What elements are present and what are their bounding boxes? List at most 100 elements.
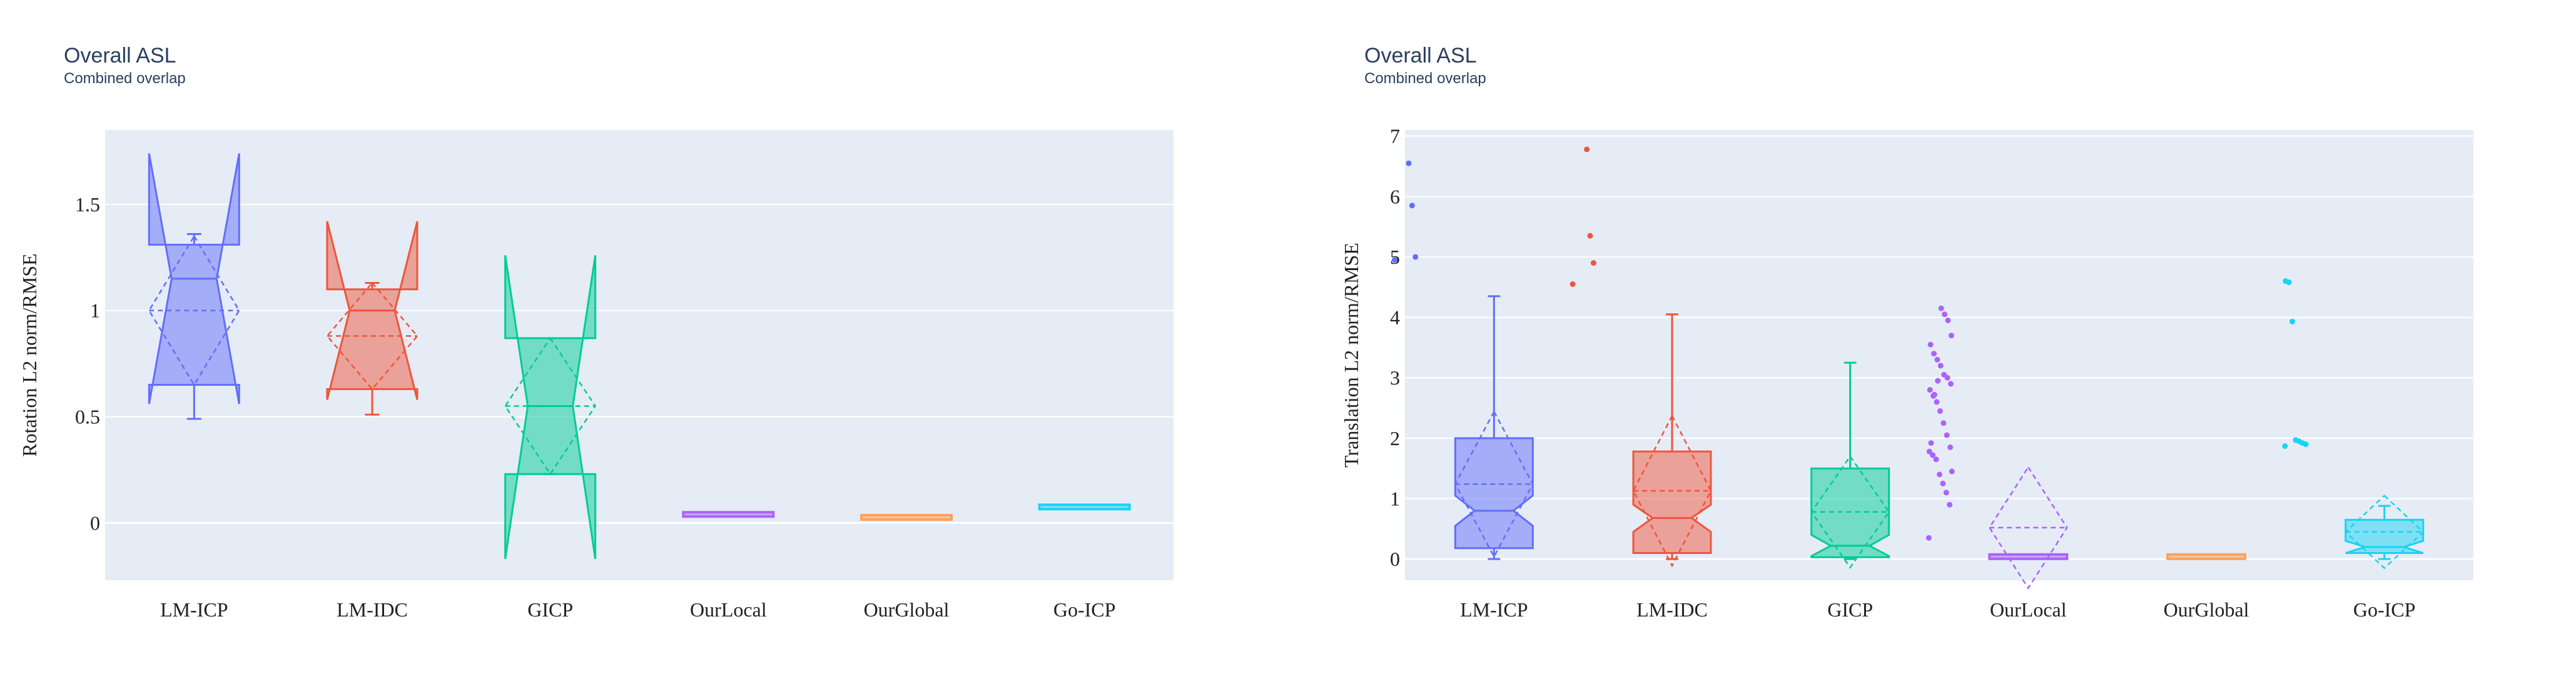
x-tick-label: Go-ICP: [1053, 598, 1116, 621]
outlier-point: [1937, 408, 1943, 414]
x-tick-label: LM-ICP: [160, 598, 228, 621]
sd-diamond: [504, 336, 597, 476]
outlier-point: [1937, 471, 1943, 478]
plot-area: [105, 130, 1174, 580]
outlier-point: [1942, 311, 1948, 318]
sd-diamond: [2344, 494, 2425, 570]
box-lm-idc: [326, 221, 418, 416]
outlier-point: [1941, 371, 1947, 378]
sd-diamond: [148, 234, 240, 386]
box-body: [1454, 437, 1534, 550]
y-tick-label: 1: [90, 299, 100, 322]
rotation-chart-panel: Overall ASL Combined overlap 0 0.5 1 1.5 Rot…: [18, 44, 1174, 621]
y-tick-label: 0: [90, 511, 100, 534]
x-tick-label: LM-IDC: [1636, 598, 1708, 621]
box-body: [682, 511, 775, 518]
outlier-point: [1391, 257, 1397, 263]
box-body: [2166, 553, 2246, 560]
box-body: [1988, 553, 2069, 560]
x-tick-label: LM-IDC: [337, 598, 408, 621]
y-tick-label: 7: [1390, 125, 1400, 148]
outlier-point: [1935, 378, 1941, 384]
y-tick-label: 2: [1390, 427, 1400, 450]
outlier-point: [1927, 341, 1934, 348]
outlier-point: [2289, 318, 2295, 324]
box-ourglobal: [2166, 553, 2246, 560]
x-tick-label: Go-ICP: [2353, 598, 2416, 621]
outlier-point: [1590, 260, 1596, 266]
x-tick-label: GICP: [527, 598, 573, 621]
y-tick-label: 3: [1390, 366, 1400, 389]
y-tick-label: 0: [1390, 548, 1400, 570]
y-axis-label: Translation L2 norm/RMSE: [1340, 243, 1362, 468]
sd-diamond: [1988, 465, 2068, 590]
box-body: [504, 255, 597, 560]
box-gicp: [1810, 361, 1890, 569]
outlier-point: [2283, 278, 2289, 284]
outlier-point: [1931, 391, 1937, 398]
box-lm-idc: [1569, 146, 1712, 568]
x-tick-label: LM-ICP: [1460, 598, 1528, 621]
box-body: [860, 513, 953, 521]
rotation-box-plot: 0 0.5 1 1.5 Rotation L2 norm/RMSE LM-ICP LM-ID…: [18, 130, 1174, 621]
chart-title: Overall ASL: [1364, 44, 1477, 68]
x-tick-label: OurGlobal: [2164, 598, 2249, 621]
box-lm-icp: [1391, 160, 1534, 560]
outlier-point: [1934, 356, 1940, 363]
sd-diamond: [326, 281, 418, 391]
outlier-point: [2293, 437, 2299, 443]
outlier-point: [2282, 443, 2288, 449]
outlier-point: [1934, 399, 1940, 405]
outlier-point: [1938, 305, 1944, 311]
outlier-point: [1944, 432, 1950, 438]
box-gicp: [504, 255, 597, 560]
x-tick-label: OurLocal: [690, 598, 767, 621]
outlier-point: [1933, 456, 1939, 463]
box-body: [1810, 467, 1890, 558]
x-tick-label: OurLocal: [1990, 598, 2067, 621]
outlier-point: [1948, 333, 1954, 339]
y-tick-label: 0.5: [75, 405, 100, 428]
sd-diamond: [1454, 410, 1534, 558]
outlier-point: [1406, 160, 1412, 166]
chart-subtitle: Combined overlap: [1364, 70, 1486, 87]
sd-diamond: [1810, 455, 1890, 569]
y-axis-label: Rotation L2 norm/RMSE: [18, 253, 41, 456]
plot-area: [1405, 130, 2473, 580]
outlier-point: [1948, 381, 1954, 387]
translation-chart-panel: Overall ASL Combined overlap 0 1 2 3 4 5 6 7 Tra…: [1288, 0, 2576, 684]
box-lm-icp: [148, 153, 240, 420]
sd-diamond: [1632, 414, 1712, 568]
outlier-point: [1940, 480, 1946, 486]
y-tick-label: 6: [1390, 185, 1400, 208]
outlier-point: [1409, 203, 1415, 209]
outlier-point: [1949, 468, 1955, 475]
outlier-point: [1569, 281, 1576, 287]
outlier-point: [1928, 440, 1934, 446]
outlier-point: [1927, 387, 1933, 393]
box-ourglobal: [860, 513, 953, 521]
y-tick-label: 1.5: [75, 193, 100, 216]
outlier-point: [1930, 452, 1936, 458]
box-go-icp: [1038, 503, 1131, 511]
outlier-point: [1940, 420, 1947, 426]
box-go-icp: [2282, 278, 2425, 570]
translation-box-plot: 0 1 2 3 4 5 6 7 Translation L2 norm/RMSE LM-ICP LM…: [1340, 125, 2473, 621]
outlier-point: [1947, 501, 1953, 508]
x-tick-label: GICP: [1827, 598, 1873, 621]
outlier-point: [1945, 317, 1951, 323]
outlier-point: [1943, 490, 1949, 496]
outlier-point: [1926, 448, 1932, 455]
outlier-point: [1947, 444, 1954, 450]
chart-title: Overall ASL: [64, 44, 176, 68]
box-ourlocal: [1925, 305, 2069, 590]
outlier-point: [1937, 363, 1944, 369]
box-body: [1038, 503, 1131, 511]
outlier-point: [1584, 146, 1590, 153]
box-body: [1632, 450, 1712, 555]
outlier-point: [1412, 254, 1419, 260]
outlier-point: [1931, 351, 1937, 357]
box-ourlocal: [682, 511, 775, 518]
outlier-point: [1587, 233, 1593, 239]
y-tick-label: 5: [1390, 246, 1400, 268]
